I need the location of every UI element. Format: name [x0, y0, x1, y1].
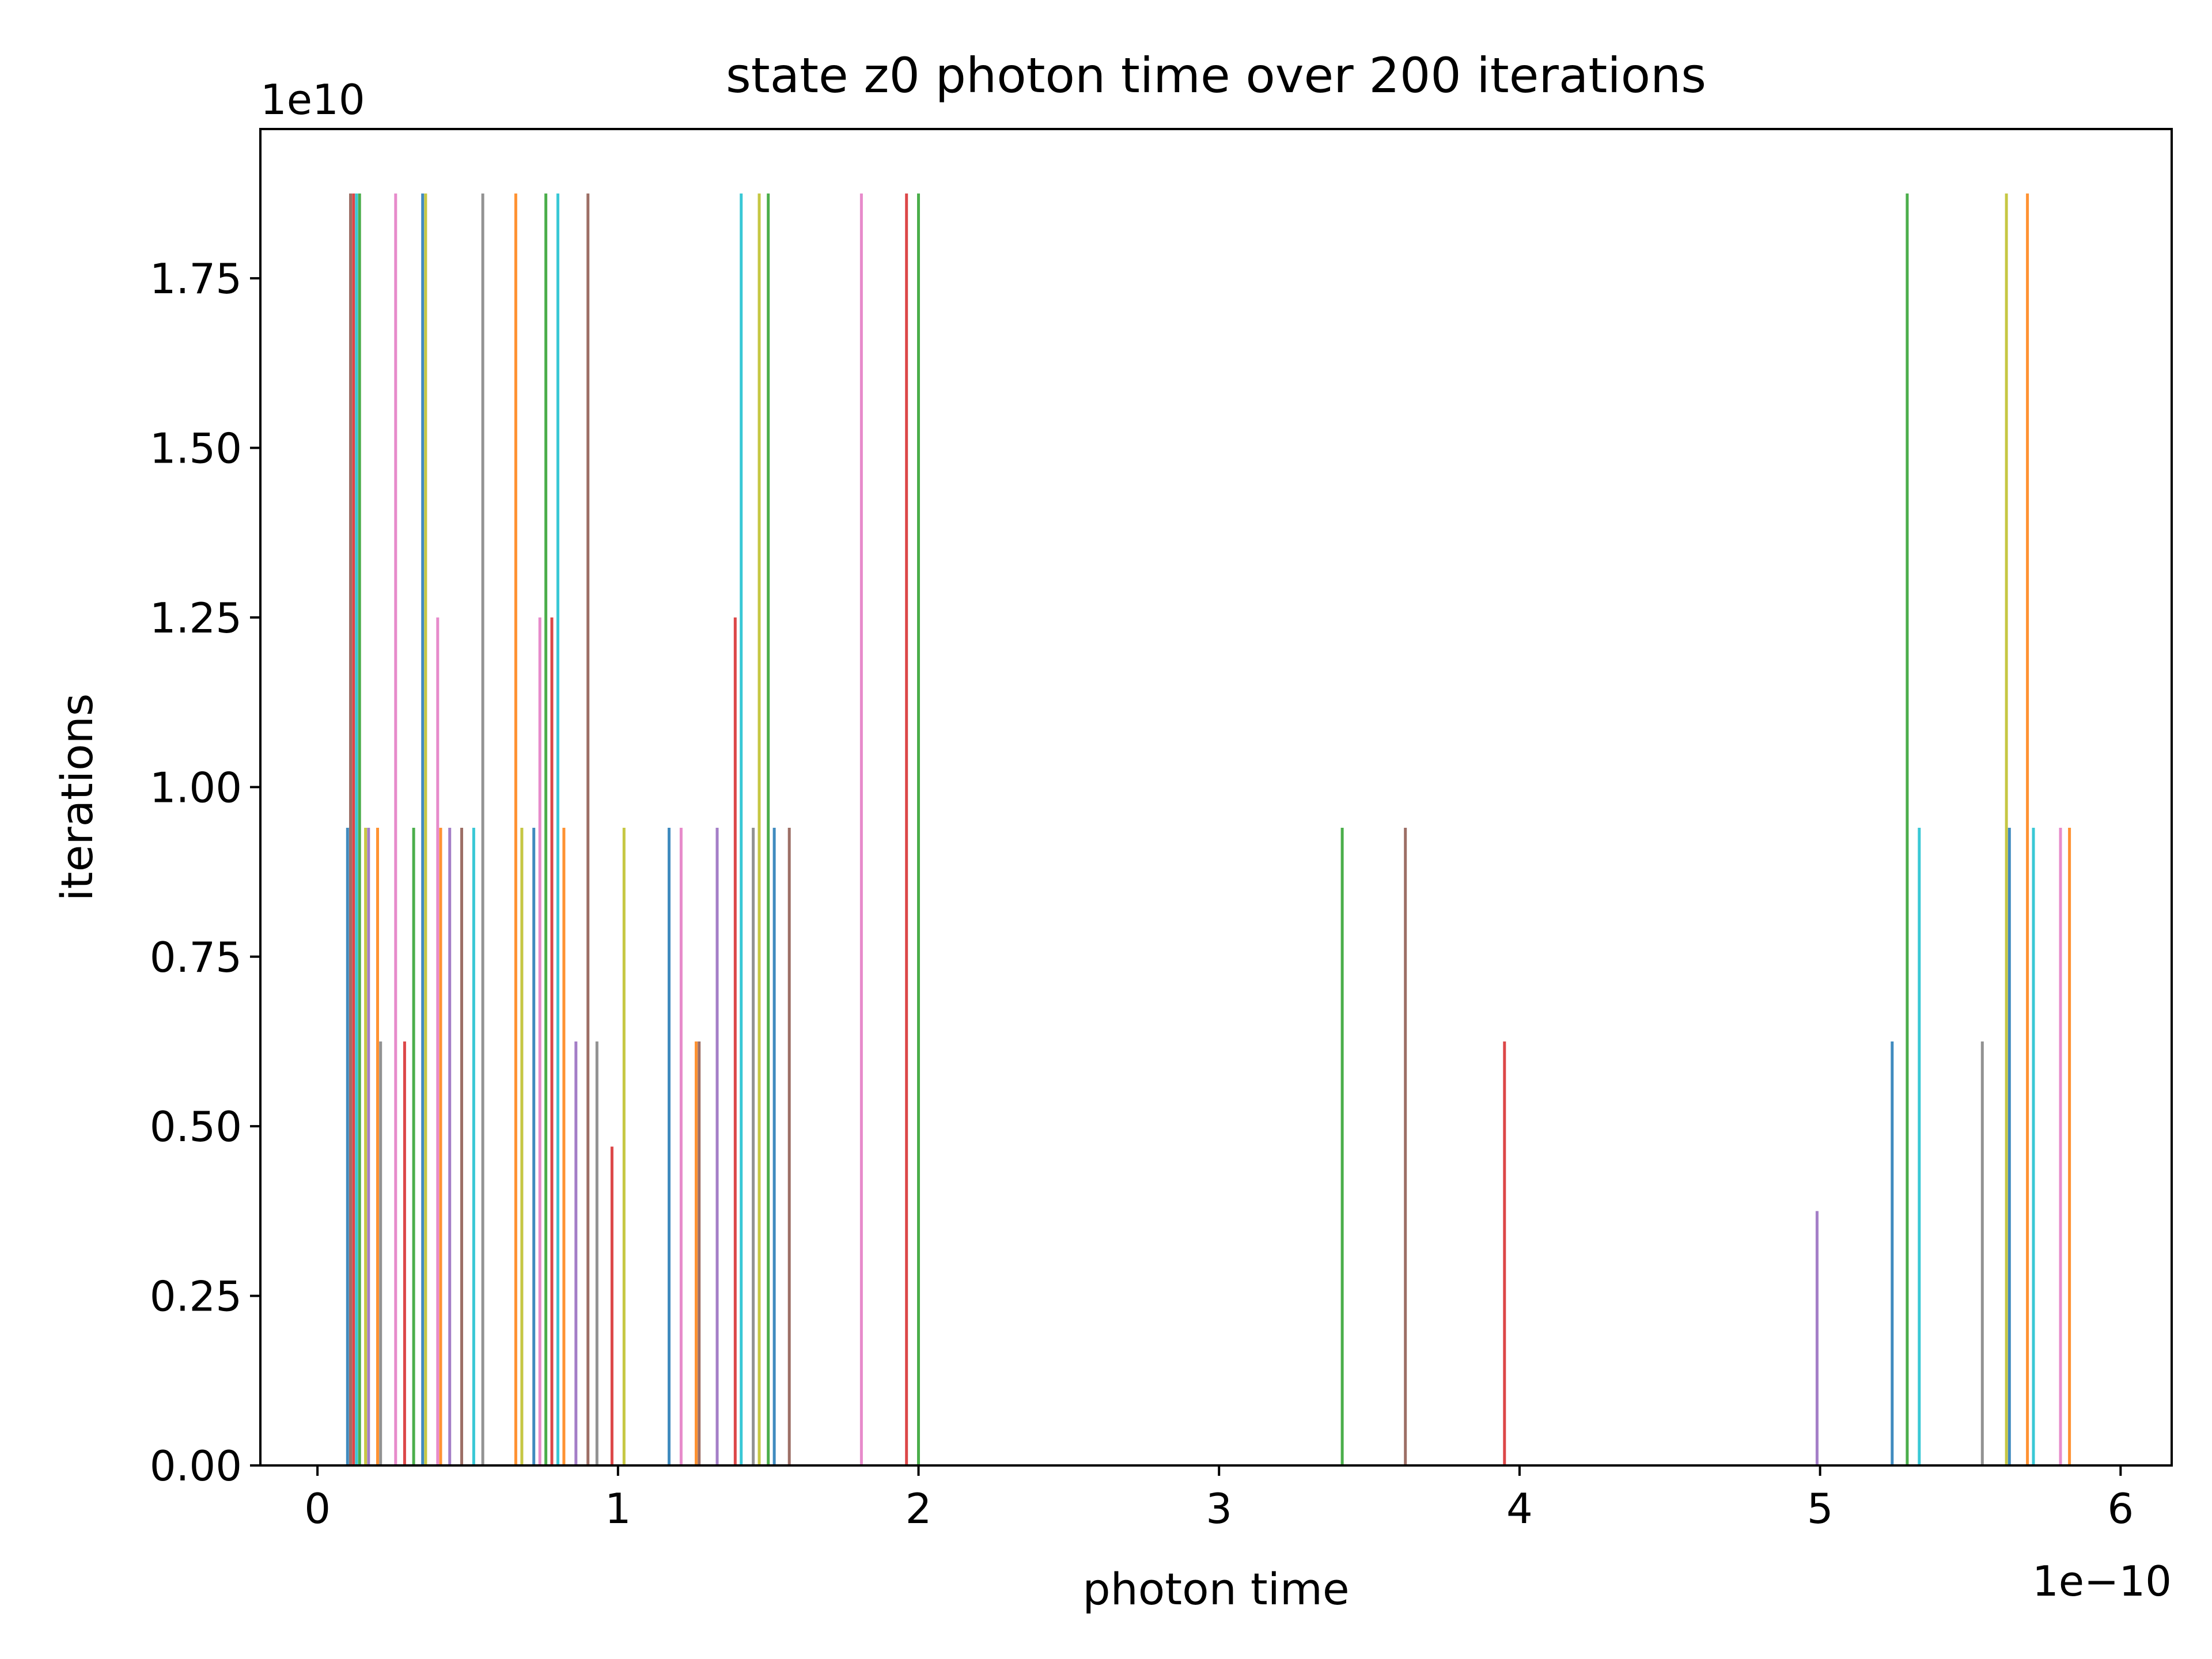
bar-series-5-0: [349, 193, 352, 1466]
bar-series-3-6: [1503, 1041, 1506, 1465]
x-tick-label-4: 4: [1506, 1484, 1533, 1533]
x-tick-label-3: 3: [1206, 1484, 1232, 1533]
bar-series-3-1: [403, 1041, 406, 1465]
bar-series-7-4: [1980, 1041, 1984, 1465]
y-tick-label-2: 0.50: [150, 1103, 242, 1151]
bar-series-2-1: [412, 828, 415, 1465]
bar-series-3-2: [550, 617, 554, 1465]
bar-series-0-1: [421, 193, 425, 1466]
x-tick-label-2: 2: [906, 1484, 932, 1533]
y-tick-label-1: 0.25: [150, 1272, 242, 1321]
bar-series-5-4: [787, 828, 791, 1465]
bar-series-0-3: [668, 828, 671, 1465]
x-axis-label: photon time: [1082, 1563, 1349, 1615]
bar-series-0-2: [532, 828, 536, 1465]
bar-series-2-0: [358, 193, 361, 1466]
bar-series-1-4: [695, 1041, 698, 1465]
x-axis-ticks: 0 1 2 3 4 5 6: [304, 1465, 2134, 1533]
bar-series-0-0: [346, 828, 349, 1465]
y-axis-ticks: 0.00 0.25 0.50 0.75 1.00 1.25 1.50 1.75: [150, 255, 260, 1490]
bar-series-3-4: [733, 617, 737, 1465]
bar-series-8-4: [757, 193, 761, 1466]
bar-series-8-5: [2005, 193, 2008, 1466]
x-tick-label-0: 0: [304, 1484, 331, 1533]
bar-series-5-1: [460, 828, 463, 1465]
bar-series-2-4: [917, 193, 920, 1466]
y-tick-label-3: 0.75: [150, 933, 242, 982]
bar-series-1-2: [514, 193, 517, 1466]
bar-series-2-3: [767, 193, 770, 1466]
bar-series-4-4: [1815, 1211, 1819, 1465]
bar-series-4-1: [448, 828, 452, 1465]
bar-series-5-3: [698, 1041, 701, 1465]
bar-series-7-2: [595, 1041, 599, 1465]
x-tick-label-1: 1: [605, 1484, 631, 1533]
bar-series-4-2: [574, 1041, 578, 1465]
x-tick-label-6: 6: [2107, 1484, 2134, 1533]
x-tick-label-5: 5: [1807, 1484, 1834, 1533]
bar-series-6-0: [394, 193, 397, 1466]
bar-series-2-6: [1906, 193, 1909, 1466]
bar-series-7-3: [752, 828, 755, 1465]
bar-series-8-2: [520, 828, 524, 1465]
bar-series-9-0: [355, 193, 358, 1466]
bar-series-9-3: [740, 193, 743, 1466]
y-axis-scale-label: 1e10: [260, 75, 365, 124]
plot-area-frame: [259, 128, 2173, 1467]
bar-series-2-2: [544, 193, 548, 1466]
bar-series-6-4: [859, 193, 863, 1466]
bar-series-0-4: [772, 828, 776, 1465]
bar-series-1-5: [2026, 193, 2029, 1466]
bar-series-6-1: [436, 617, 440, 1465]
bar-series-9-1: [472, 828, 475, 1465]
bar-series-6-3: [679, 828, 683, 1465]
bar-series-8-0: [364, 828, 368, 1465]
y-tick-label-5: 1.25: [150, 594, 242, 642]
chart-title: state z0 photon time over 200 iterations: [726, 47, 1706, 104]
bar-series-5-5: [1404, 828, 1407, 1465]
bar-series-3-0: [352, 193, 355, 1466]
bar-series-8-3: [622, 828, 626, 1465]
bar-series-2-5: [1340, 828, 1344, 1465]
bar-series-5-2: [586, 193, 590, 1466]
bar-series-6-5: [2059, 828, 2062, 1465]
bar-series-1-6: [2068, 828, 2071, 1465]
bars-layer: [346, 193, 2071, 1466]
bar-series-9-2: [556, 193, 559, 1466]
bar-series-4-0: [367, 828, 370, 1465]
bar-series-0-5: [1891, 1041, 1894, 1465]
bar-series-1-0: [376, 828, 379, 1465]
x-axis-scale-label: 1e−10: [2032, 1557, 2172, 1605]
bar-series-9-4: [1918, 828, 1921, 1465]
y-tick-label-0: 0.00: [150, 1442, 242, 1490]
bar-series-8-1: [424, 193, 427, 1466]
bar-series-0-6: [2008, 828, 2011, 1465]
bar-series-7-0: [379, 1041, 382, 1465]
y-axis-label: iterations: [51, 694, 103, 902]
y-tick-label-4: 1.00: [150, 763, 242, 812]
bar-series-3-5: [905, 193, 908, 1466]
bar-series-4-3: [715, 828, 719, 1465]
y-tick-label-7: 1.75: [150, 255, 242, 303]
bar-series-6-2: [538, 617, 541, 1465]
bar-series-1-3: [562, 828, 566, 1465]
bar-series-3-3: [610, 1146, 613, 1465]
bar-series-9-5: [2032, 828, 2035, 1465]
bar-series-7-1: [481, 193, 484, 1466]
y-tick-label-6: 1.50: [150, 425, 242, 473]
bar-series-1-1: [439, 828, 442, 1465]
